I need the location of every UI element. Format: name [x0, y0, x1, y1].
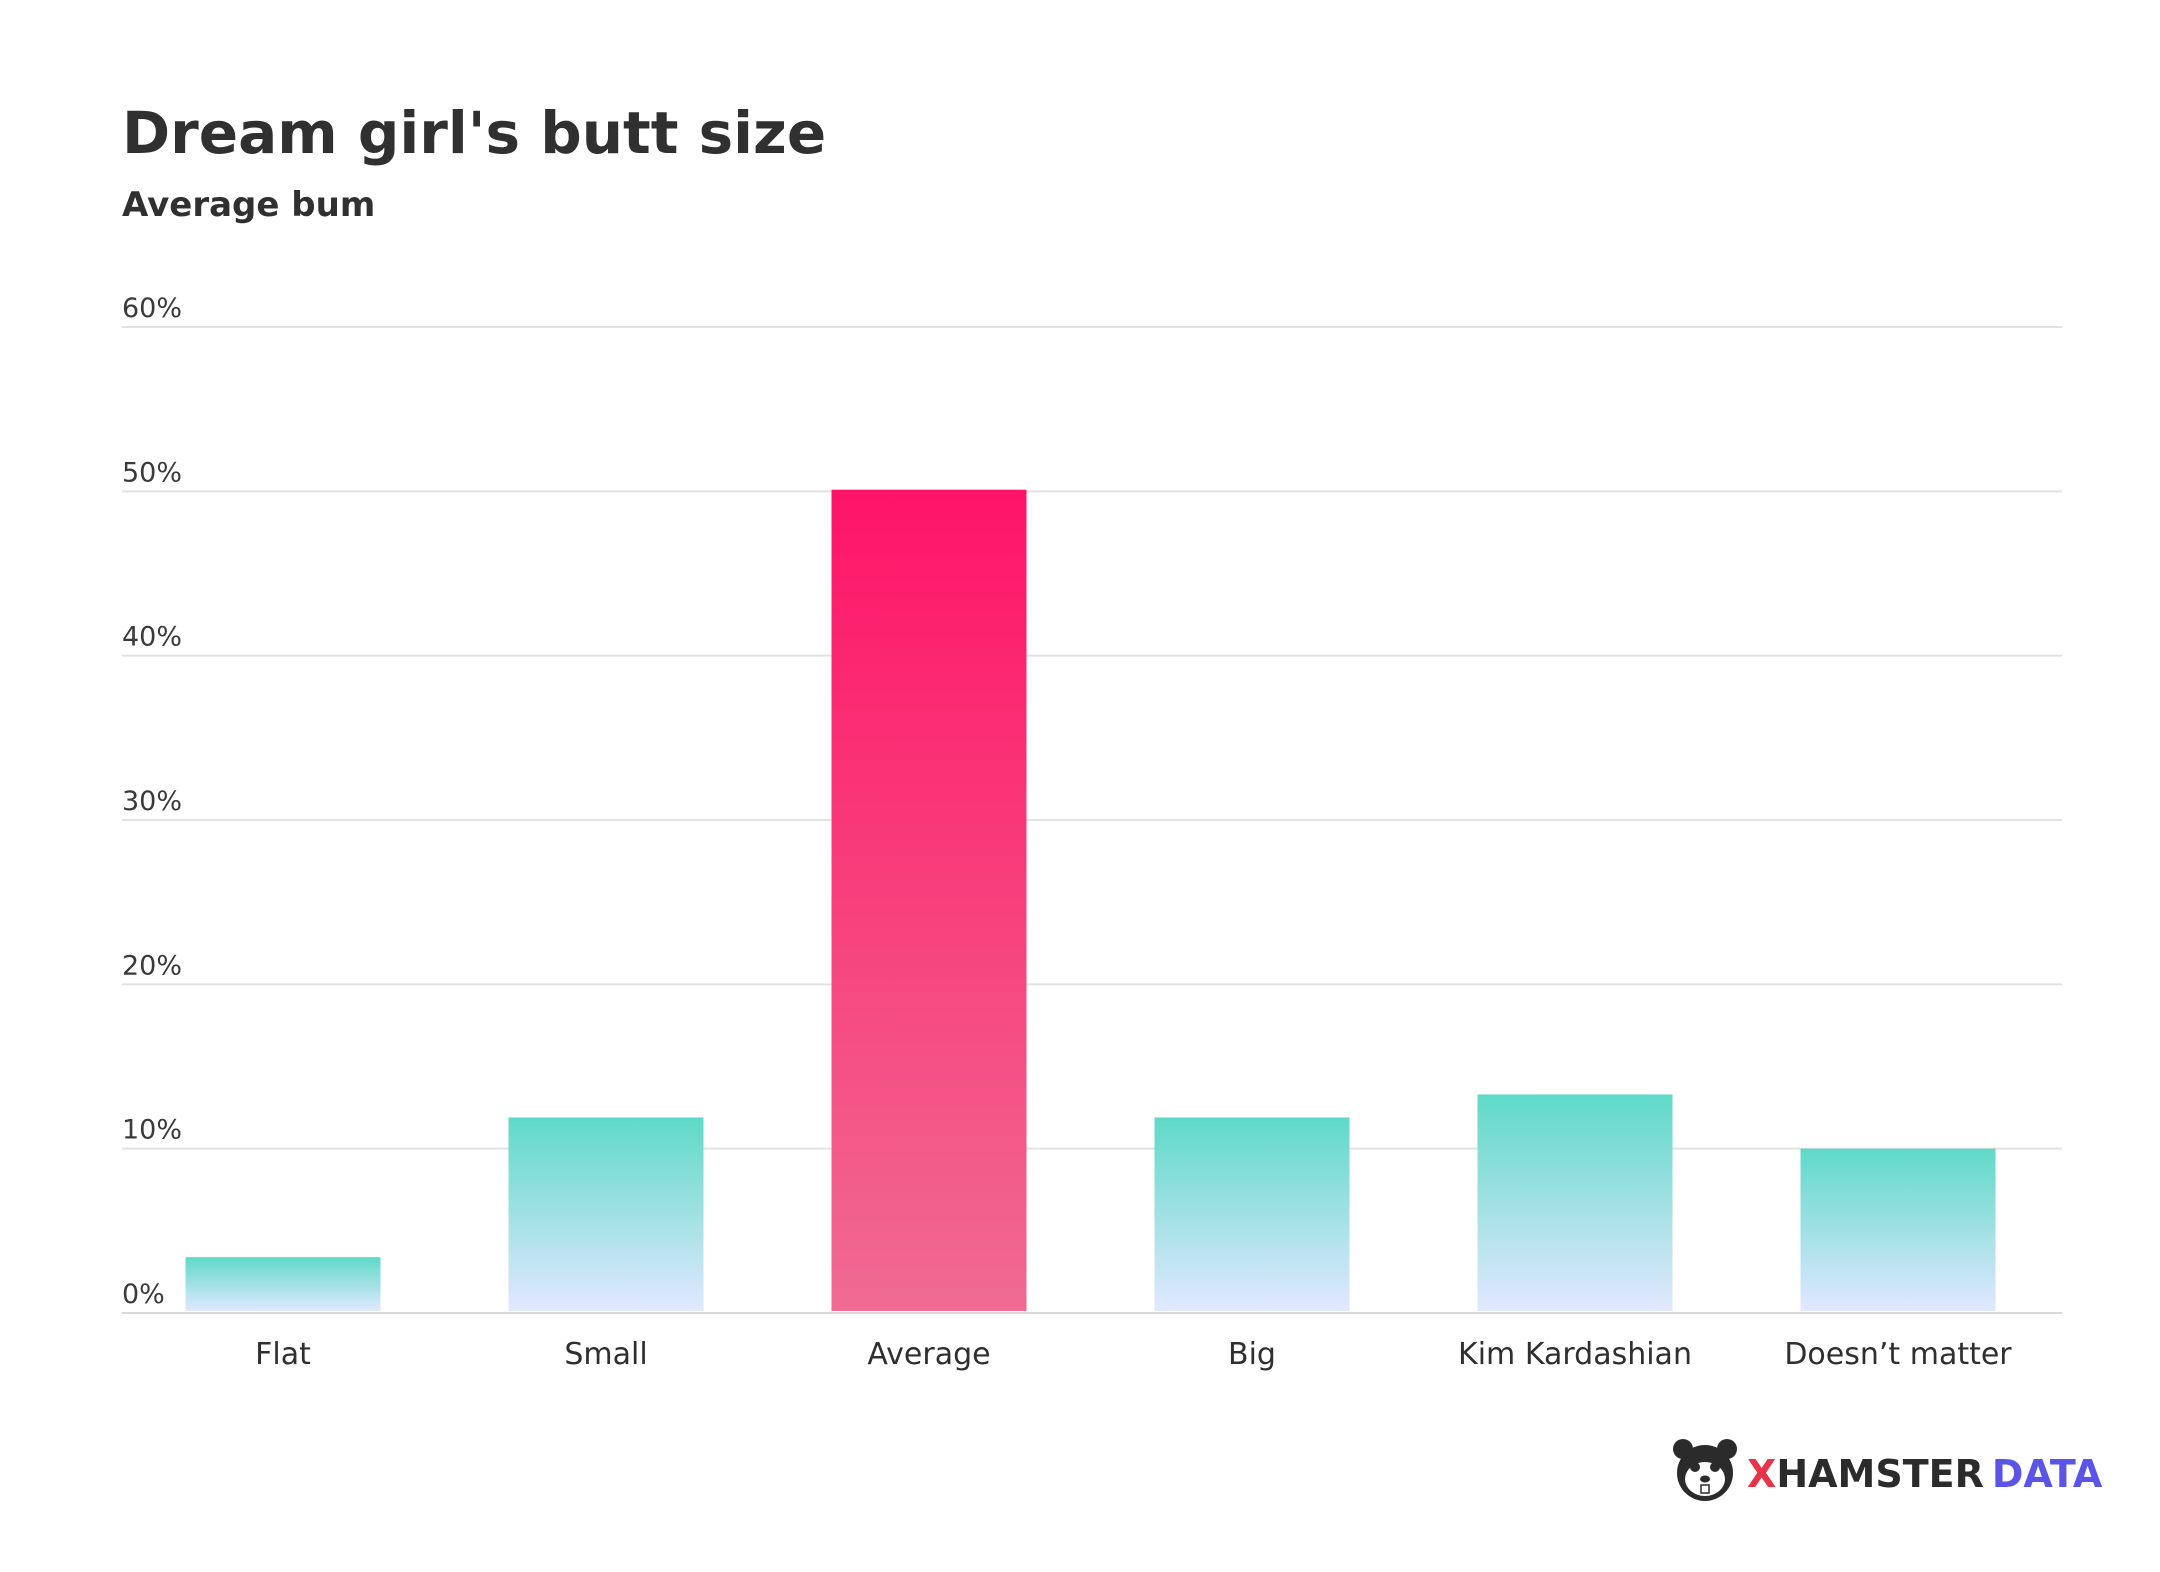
x-tick-label: Small: [564, 1337, 647, 1372]
x-tick-label: Big: [1228, 1337, 1276, 1372]
x-tick-label: Average: [867, 1337, 990, 1372]
y-tick-label: 60%: [122, 293, 182, 324]
bar-big: [1154, 1117, 1350, 1311]
chart-title: Dream girl's butt size: [122, 99, 826, 167]
y-tick-label: 0%: [122, 1279, 165, 1310]
x-axis-ticks: Flat Small Average Big Kim Kardashian Doesn’t…: [255, 1337, 2012, 1372]
brand-data-word: DATA: [1992, 1452, 2103, 1496]
x-tick-label: Kim Kardashian: [1458, 1337, 1692, 1372]
brand-x-letter: X: [1747, 1452, 1776, 1496]
y-tick-label: 10%: [122, 1115, 182, 1146]
brand-text: XHAMSTER DATA: [1747, 1452, 2103, 1496]
bar-flat: [185, 1257, 381, 1311]
hamster-head-icon: [1673, 1439, 1737, 1501]
y-tick-label: 20%: [122, 950, 182, 981]
x-tick-label: Flat: [255, 1337, 311, 1372]
bars: [185, 489, 1996, 1311]
y-tick-label: 40%: [122, 622, 182, 653]
y-tick-label: 50%: [122, 457, 182, 488]
bar-kim-kardashian: [1477, 1094, 1673, 1311]
bar-small: [508, 1117, 704, 1311]
y-axis-ticks: 0% 10% 20% 30% 40% 50% 60%: [122, 293, 182, 1310]
brand-logo: XHAMSTER DATA: [1673, 1439, 2103, 1501]
bar-doesn-t-matter: [1800, 1148, 1996, 1311]
gridlines: [122, 326, 2062, 1314]
bar-average: [831, 489, 1027, 1311]
x-tick-label: Doesn’t matter: [1784, 1337, 2012, 1372]
chart-subtitle: Average bum: [122, 185, 375, 225]
y-tick-label: 30%: [122, 786, 182, 817]
brand-name: HAMSTER: [1776, 1452, 1984, 1496]
